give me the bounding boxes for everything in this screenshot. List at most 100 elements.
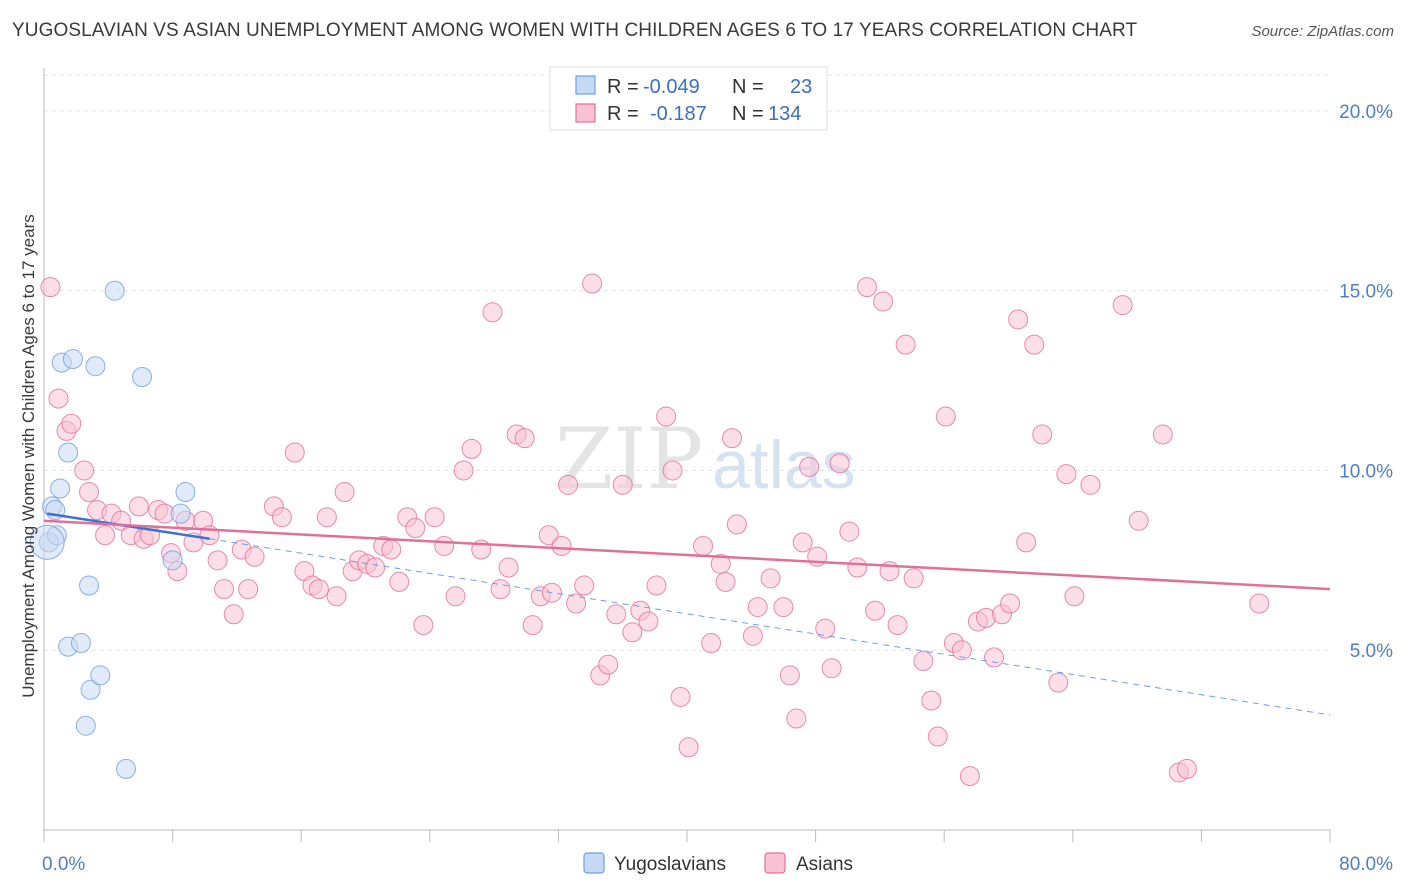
asian-point [847,557,868,578]
stats-legend-frame [549,66,828,131]
asian-point [551,535,572,556]
asian-point [413,615,434,636]
yugoslavian-point [175,482,196,503]
asian-point [678,737,699,758]
asian-point [726,514,747,535]
asian-point [453,460,474,481]
trend-lines [43,512,1331,716]
asian-point [405,518,426,538]
asian-point [760,568,781,589]
yugoslavian-point [50,478,71,499]
yugoslavian-point [104,280,125,301]
asian-point [558,474,579,495]
legend-yugoslavians-label: Yugoslavians [614,854,726,875]
asian-point [715,571,736,592]
asian-point [514,428,535,449]
asian-point [128,496,149,517]
asian-point [445,586,466,607]
asian-point [935,406,956,427]
asian-n-label: N = [732,103,764,125]
asian-point [334,482,355,503]
asian-point [722,428,743,449]
asian-point [1032,424,1053,445]
asian-point [701,633,722,654]
asian-point [482,302,503,323]
asian-point [984,647,1005,668]
asian-point [693,535,714,556]
asian-point [424,507,445,528]
asian-r-value: -0.187 [650,103,707,125]
x-tick-label-max: 80.0% [1339,854,1393,875]
asian-point [490,579,511,600]
yugoslavian-point [162,550,183,571]
asian-point [1016,532,1037,553]
asian-point [48,388,69,409]
asian-point [821,658,842,679]
asian-point [747,597,768,618]
yugoslavian-n-value: 23 [790,76,812,98]
asian-n-value: 134 [768,103,801,125]
legend-yugoslavians-swatch [583,852,605,874]
asian-point [214,579,235,600]
y-tick-label: 20.0% [1339,102,1393,123]
yugoslavian-point [85,356,106,377]
asian-points [40,273,1270,787]
legend-asians-label: Asians [796,854,853,875]
asian-point [566,593,587,614]
asian-point [498,557,519,578]
yugoslavian-point [75,715,96,736]
asian-point [1249,593,1270,614]
asian-point [365,557,386,578]
yugoslavian-points [29,280,196,779]
asian-point [207,550,228,571]
asian-point [903,568,924,589]
asian-point [598,654,619,675]
asian-point [461,438,482,459]
axes [43,68,1331,842]
asian-point [308,579,329,600]
asian-point [95,525,116,546]
series-legend: Yugoslavians Asians [583,852,853,875]
asian-point [895,334,916,355]
asian-point [773,597,794,618]
legend-asians-swatch [764,852,786,874]
yugoslavian-trend-extension [209,538,1331,716]
yugoslavian-r-value: -0.049 [643,76,700,98]
asian-point [1112,295,1133,316]
asian-point [1080,474,1101,495]
asian-point [238,579,259,600]
yugoslavian-point [170,503,191,524]
asian-point [839,521,860,542]
yugoslavian-point [79,575,100,596]
stats-legend: R = -0.049 N = 23 R = -0.187 N = 134 [549,66,828,131]
asian-point [1056,464,1077,485]
asian-point [1008,309,1029,330]
asian-point [284,442,305,463]
y-tick-label: 15.0% [1339,282,1393,303]
asian-point [1064,586,1085,607]
asian-point [951,640,972,661]
x-tick-label-min: 0.0% [42,854,85,875]
asian-trend-line [43,519,1331,591]
asian-swatch [575,103,596,123]
asian-point [656,406,677,427]
asian-point [742,625,763,646]
asian-point [622,622,643,643]
asian-point [538,525,559,546]
gridlines [44,74,1330,651]
asian-point [326,586,347,607]
asian-point [786,708,807,729]
asian-point [612,474,633,495]
asian-point [1048,672,1069,693]
asian-point [389,571,410,592]
y-axis-label: Unemployment Among Women with Children A… [19,214,38,698]
y-tick-label: 5.0% [1350,641,1393,662]
asian-point [792,532,813,553]
yugoslavian-point [70,633,91,654]
asian-point [522,615,543,636]
asian-point [959,766,980,787]
asian-point [79,482,100,503]
yugoslavian-r-label: R = [607,76,639,98]
asian-point [381,539,402,560]
asian-point [574,575,595,596]
